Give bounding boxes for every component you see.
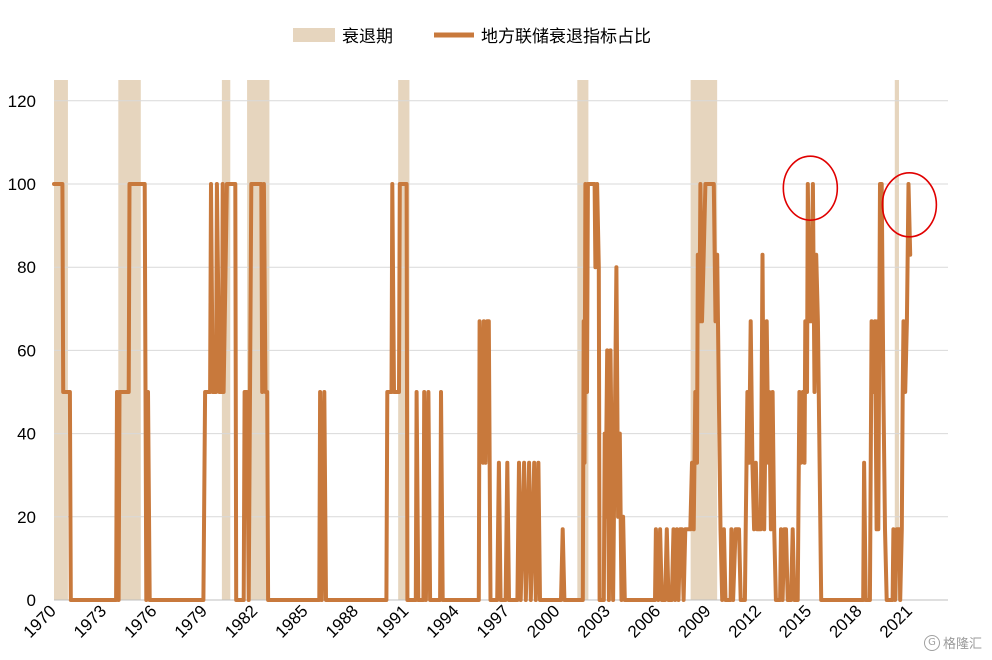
x-tick-label: 2009 <box>674 601 714 641</box>
recession-band-0 <box>54 80 68 600</box>
x-tick-label: 2021 <box>876 601 916 641</box>
legend-swatch-recession <box>293 28 335 42</box>
x-tick-label: 1985 <box>271 601 311 641</box>
chart-legend: 衰退期 地方联储衰退指标占比 <box>293 27 651 47</box>
y-axis-ticks: 0 20 40 60 80 100 120 <box>8 92 36 610</box>
x-tick-label: 1979 <box>171 601 211 641</box>
legend-label-recession: 衰退期 <box>342 27 393 47</box>
x-tick-label: 2003 <box>574 601 614 641</box>
x-tick-label: 2006 <box>624 601 664 641</box>
legend-label-series: 地方联储衰退指标占比 <box>481 27 651 47</box>
recession-band-4 <box>398 80 410 600</box>
x-tick-label: 1997 <box>473 601 513 641</box>
y-tick-label: 80 <box>17 258 36 277</box>
x-tick-label: 1994 <box>423 601 463 641</box>
annotation-layer <box>782 155 938 238</box>
x-tick-label: 1973 <box>70 601 110 641</box>
y-tick-label: 20 <box>17 508 36 527</box>
x-axis-ticks: 1970 1973 1976 1979 1982 1985 1988 1991 1994 1997… <box>20 601 916 641</box>
annotation-circle-0 <box>782 155 839 221</box>
x-tick-label: 1988 <box>322 601 362 641</box>
x-tick-label: 2012 <box>725 601 765 641</box>
g-circle-logo-icon: G <box>923 634 940 651</box>
x-tick-label: 1991 <box>372 601 412 641</box>
x-tick-label: 2015 <box>775 601 815 641</box>
watermark-text: 格隆汇 <box>942 637 982 652</box>
series-layer <box>52 182 913 602</box>
series-line-0 <box>52 182 913 602</box>
recession-band-7 <box>894 80 899 600</box>
x-tick-label: 1982 <box>221 601 261 641</box>
watermark: G 格隆汇 <box>923 633 982 652</box>
y-tick-label: 40 <box>17 425 36 444</box>
y-tick-label: 100 <box>8 175 36 194</box>
x-tick-label: 2000 <box>523 601 563 641</box>
y-tick-label: 120 <box>8 92 36 111</box>
x-tick-label: 1976 <box>120 601 160 641</box>
y-tick-label: 60 <box>17 341 36 360</box>
annotation-circle-1 <box>881 172 938 238</box>
y-tick-label: 0 <box>27 591 36 610</box>
x-tick-label: 2018 <box>826 601 866 641</box>
